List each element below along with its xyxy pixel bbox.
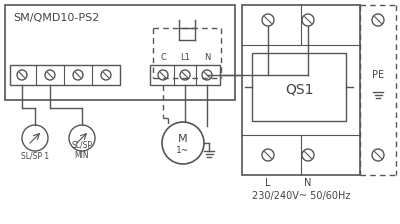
Text: N: N <box>304 178 312 188</box>
Bar <box>10 65 120 85</box>
Text: L: L <box>265 178 271 188</box>
Bar <box>242 5 360 175</box>
Bar <box>252 53 346 121</box>
Text: SM/QMD10-PS2: SM/QMD10-PS2 <box>13 13 99 23</box>
Bar <box>150 65 220 85</box>
Text: 230/240V~ 50/60Hz: 230/240V~ 50/60Hz <box>252 191 350 201</box>
Text: 1~: 1~ <box>176 146 190 155</box>
Text: C: C <box>160 53 166 62</box>
Bar <box>5 5 235 100</box>
Text: L1: L1 <box>180 53 190 62</box>
Text: QS1: QS1 <box>285 82 313 96</box>
Text: SL/SP 1: SL/SP 1 <box>21 151 49 160</box>
Text: N: N <box>204 53 210 62</box>
Text: SL/SP
MIN: SL/SP MIN <box>72 141 92 160</box>
Text: PE: PE <box>372 70 384 80</box>
Text: M: M <box>178 134 188 144</box>
